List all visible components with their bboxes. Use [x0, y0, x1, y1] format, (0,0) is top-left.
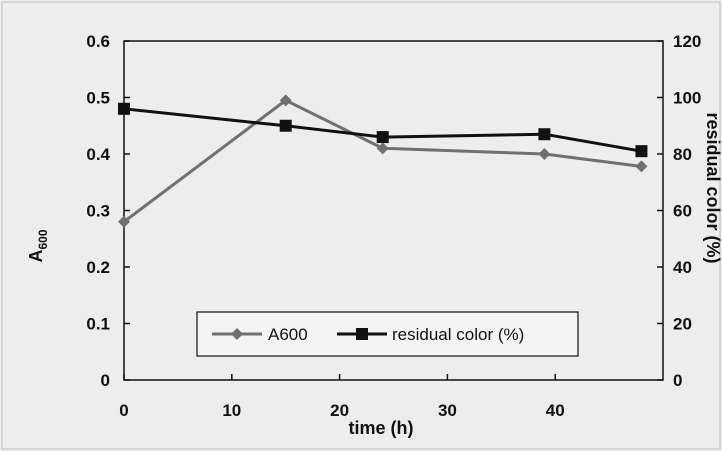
- right-axis-tick-label: 120: [673, 32, 701, 51]
- series-a600-point: [635, 160, 648, 173]
- x-axis-ticks: 0 10 20 30 40: [119, 374, 565, 420]
- x-axis-tick-label: 20: [330, 401, 349, 420]
- right-axis-tick-label: 20: [673, 315, 692, 334]
- x-axis-tick-label: 40: [546, 401, 565, 420]
- left-axis-tick-label: 0.6: [86, 32, 110, 51]
- legend-residual-marker: [356, 328, 368, 340]
- series-layer: [118, 94, 648, 228]
- left-axis-title: A600: [26, 229, 50, 262]
- left-axis-tick-label: 0: [101, 371, 110, 390]
- series-residual-color-point: [376, 131, 389, 144]
- right-axis-tick-label: 0: [673, 371, 682, 390]
- series-residual-color-point: [635, 145, 648, 158]
- series-residual-color-point: [538, 128, 551, 141]
- left-axis-title-subscript: 600: [36, 229, 50, 249]
- right-axis-tick-label: 60: [673, 202, 692, 221]
- right-axis-tick-label: 40: [673, 258, 692, 277]
- left-axis-tick-label: 0.3: [86, 202, 110, 221]
- right-axis-title: residual color (%): [703, 112, 722, 263]
- legend: A600 residual color (%): [196, 311, 579, 357]
- right-axis-ticks: 0 20 40 60 80 100 120: [657, 32, 701, 390]
- series-a600-point: [118, 215, 130, 228]
- left-axis-tick-label: 0.2: [86, 258, 110, 277]
- series-residual-color-point: [279, 119, 292, 132]
- series-a600-point: [376, 142, 389, 155]
- left-axis-title-main: A: [26, 250, 46, 263]
- legend-a600-marker: [231, 328, 243, 340]
- left-axis-tick-label: 0.1: [86, 315, 110, 334]
- x-axis-tick-label: 30: [438, 401, 457, 420]
- x-axis-tick-label: 10: [222, 401, 241, 420]
- series-a600-point: [279, 94, 292, 107]
- legend-residual-label: residual color (%): [392, 325, 524, 344]
- x-axis-tick-label: 0: [119, 401, 128, 420]
- x-axis-title: time (h): [349, 418, 414, 438]
- left-axis-ticks: 0 0.1 0.2 0.3 0.4 0.5 0.6: [86, 32, 130, 390]
- left-axis-tick-label: 0.4: [86, 145, 110, 164]
- series-a600-point: [538, 148, 551, 160]
- legend-a600-label: A600: [268, 325, 308, 344]
- right-axis-tick-label: 100: [673, 89, 701, 108]
- series-residual-color-point: [118, 102, 130, 115]
- left-axis-tick-label: 0.5: [86, 89, 110, 108]
- right-axis-tick-label: 80: [673, 145, 692, 164]
